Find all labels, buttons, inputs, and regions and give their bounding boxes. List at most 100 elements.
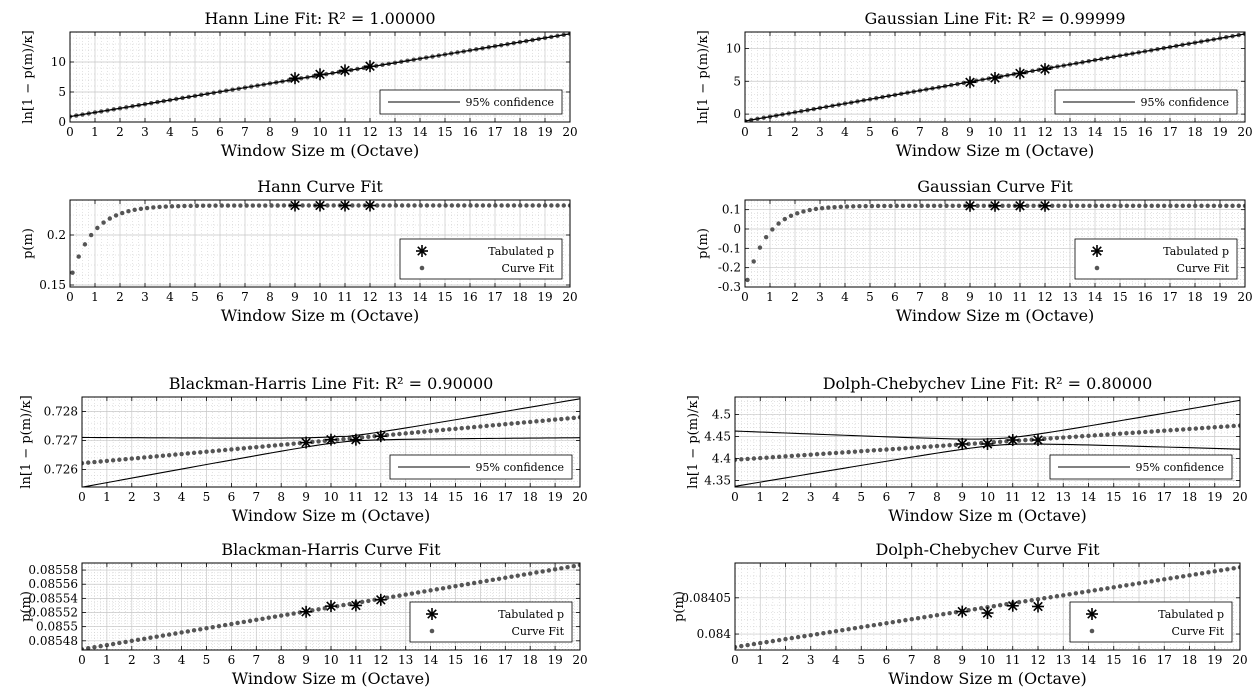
curve-fit-point [851,204,856,209]
curve-fit-point [350,203,355,208]
fit-point [503,422,508,427]
curve-fit-point [157,204,162,210]
fit-point [846,449,851,455]
chart-title: Blackman-Harris Curve Fit [221,540,441,559]
chart-panel-2: 0 1 2 3 4 5 6 7 8 9 10 11 12 13 14 15 16 17 18 19 200510Gaus… [696,9,1253,160]
x-tick-label: 5 [203,490,211,504]
fit-point [546,568,552,573]
fit-point [166,632,172,637]
x-tick-label: 20 [1237,290,1252,304]
x-tick-label: 1 [103,653,111,667]
fit-point [434,428,440,433]
fit-point [1174,575,1180,580]
fit-point [82,647,85,650]
x-tick-label: 19 [537,290,552,304]
curve-fit-point [462,203,467,208]
x-tick-label: 3 [816,290,824,304]
curve-fit-point [925,203,931,209]
x-tick-label: 18 [523,490,538,504]
chart-panel-1: 0 1 2 3 4 5 6 7 8 9 10 11 12 13 14 15 16 17 18 19 200.150.2H… [21,177,578,325]
x-tick-label: 7 [241,125,249,139]
x-tick-label: 5 [857,653,865,667]
x-tick-label: 0 [78,653,86,667]
fit-point [272,614,278,619]
fit-point [808,452,813,457]
x-tick-label: 9 [291,290,299,304]
fit-point [359,435,365,440]
fit-point [335,603,340,609]
legend-box [409,601,573,643]
curve-fit-point [1143,203,1148,208]
fit-point [896,446,902,451]
fit-point [528,571,533,576]
chart-panel-3: 0 1 2 3 4 5 6 7 8 9 10 11 12 13 14 15 16 17 18 19 200.10-0.1… [696,177,1253,325]
curve-fit-point [1056,203,1061,209]
fit-point [247,618,253,624]
fit-point [465,425,471,430]
x-tick-label: 3 [153,653,161,667]
curve-fit-point [275,203,280,208]
legend-5: Tabulated p Curve Fit [409,601,573,643]
chart-panel-7: 0 1 2 3 4 5 6 7 8 9 10 11 12 13 14 15 16 17 18 19 200.0840.0… [672,540,1248,688]
curve-fit-point [499,203,504,208]
curve-fit-point [763,235,769,240]
x-tick-label: 8 [941,125,949,139]
y-tick-label: 0.2 [47,228,66,242]
fit-point [1124,583,1129,588]
x-tick-label: 17 [498,490,513,504]
legend-label: 95% confidence [466,96,554,109]
curve-fit-point [549,203,554,208]
x-tick-label: 18 [1187,125,1202,139]
x-tick-label: 8 [941,290,949,304]
fit-point [92,644,97,650]
tabulated-point [964,76,976,89]
fit-point [1035,597,1041,602]
tabulated-point [339,64,351,77]
fit-point [272,443,278,448]
fit-point [1136,581,1142,586]
fit-point [565,565,570,570]
x-tick-label: 4 [841,290,849,304]
x-tick-label: 14 [423,490,439,504]
fit-point [1092,433,1098,438]
legend-label: 95% confidence [1136,461,1224,474]
fit-point [391,594,396,599]
x-tick-label: 6 [228,490,236,504]
curve-fit-point [1050,203,1055,209]
y-tick-label: -0.2 [718,261,741,275]
x-tick-label: 10 [323,653,338,667]
x-tick-label: 16 [1137,125,1152,139]
curve-fit-point [567,203,570,208]
legend-label: Curve Fit [1176,262,1229,275]
fit-point [104,458,110,464]
fit-point [1098,432,1104,438]
chart-title: Gaussian Curve Fit [917,177,1073,196]
fit-point [577,563,580,568]
y-tick-label: 0.084 [697,627,732,641]
y-tick-label: 10 [51,55,66,69]
x-tick-label: 13 [1056,490,1071,504]
fit-point [447,427,452,432]
fit-point [1174,427,1180,433]
curve-fit-point [95,225,100,231]
fit-point [1136,430,1142,435]
legend-label: Tabulated p [1163,245,1229,258]
fit-point [1218,424,1224,430]
x-tick-label: 14 [1087,125,1103,139]
curve-fit-point [399,203,405,208]
plot-area-3 [745,200,1245,283]
x-tick-label: 8 [277,653,285,667]
x-tick-label: 1 [756,653,764,667]
legend-label: Tabulated p [488,245,554,258]
fit-point [739,643,744,649]
x-tick-label: 6 [891,290,899,304]
fit-point [465,581,471,587]
tabulated-point [1032,434,1044,447]
curve-fit-point [194,203,200,208]
tabulated-point [1006,599,1019,612]
tabulated-point [1006,434,1019,447]
legend-label: Tabulated p [1158,608,1224,621]
x-tick-label: 5 [203,653,211,667]
curve-fit-point [832,204,837,210]
fit-point [871,448,877,453]
